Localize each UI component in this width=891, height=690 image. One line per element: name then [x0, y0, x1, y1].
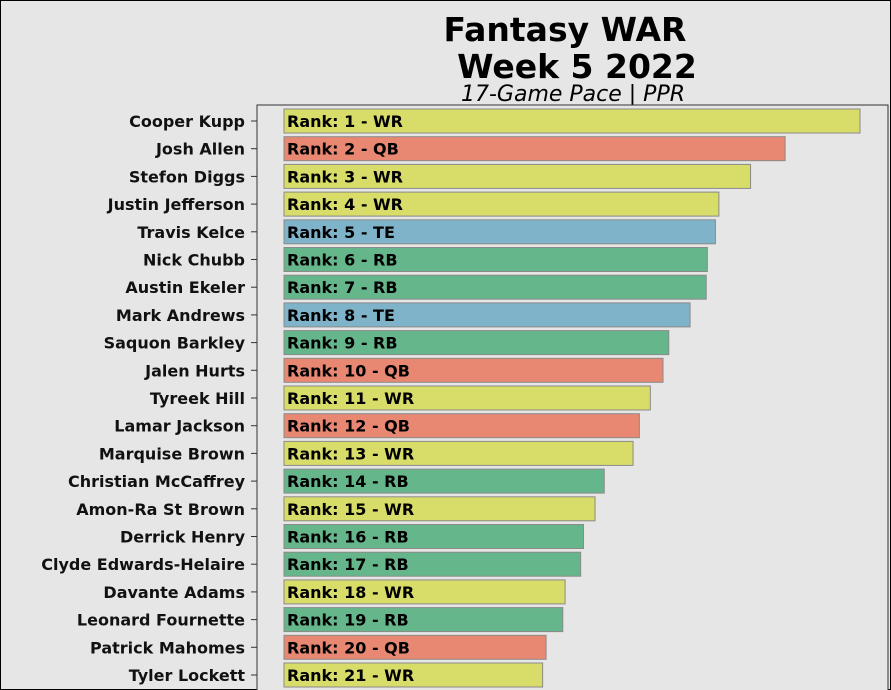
bar-20 — [283, 634, 547, 660]
bar-11 — [283, 385, 651, 411]
bar-15 — [283, 496, 596, 522]
y-tick-label-8: Mark Andrews — [116, 306, 245, 325]
y-tick-label-13: Marquise Brown — [99, 444, 245, 463]
bar-label-2: Rank: 2 - QB — [287, 140, 399, 159]
bar-19 — [283, 607, 564, 633]
y-tick-label-18: Davante Adams — [103, 583, 245, 602]
bar-21 — [283, 662, 544, 688]
y-tick-label-10: Jalen Hurts — [144, 361, 245, 380]
bar-label-6: Rank: 6 - RB — [287, 251, 398, 270]
chart-title-line-1: Fantasy WAR — [444, 10, 687, 49]
bar-14 — [283, 468, 605, 494]
bar-label-10: Rank: 10 - QB — [287, 361, 410, 380]
bar-label-17: Rank: 17 - RB — [287, 555, 409, 574]
bar-label-8: Rank: 8 - TE — [287, 306, 395, 325]
bar-2 — [283, 136, 786, 162]
bar-12 — [283, 413, 640, 439]
bar-label-9: Rank: 9 - RB — [287, 334, 398, 353]
chart-subtitle: 17-Game Pace | PPR — [461, 82, 685, 107]
bar-label-21: Rank: 21 - WR — [287, 666, 414, 685]
y-tick-label-9: Saquon Barkley — [104, 334, 246, 353]
bar-label-1: Rank: 1 - WR — [287, 112, 403, 131]
bar-label-16: Rank: 16 - RB — [287, 528, 409, 547]
y-tick-label-4: Justin Jefferson — [107, 195, 245, 214]
y-tick-label-17: Clyde Edwards-Helaire — [41, 555, 245, 574]
bar-label-12: Rank: 12 - QB — [287, 417, 410, 436]
y-tick-label-12: Lamar Jackson — [114, 417, 245, 436]
y-tick-label-20: Patrick Mahomes — [90, 638, 245, 657]
y-tick-label-6: Nick Chubb — [143, 251, 245, 270]
bars-group: Rank: 1 - WR Rank: 2 - QB Rank: 3 - WR Rank… — [283, 108, 861, 688]
bar-18 — [283, 579, 566, 605]
y-tick-label-3: Stefon Diggs — [129, 167, 245, 186]
bar-17 — [283, 551, 582, 577]
bar-label-18: Rank: 18 - WR — [287, 583, 414, 602]
y-tick-label-7: Austin Ekeler — [125, 278, 245, 297]
bar-label-20: Rank: 20 - QB — [287, 638, 410, 657]
bar-label-7: Rank: 7 - RB — [287, 278, 398, 297]
bar-16 — [283, 524, 585, 549]
bar-label-14: Rank: 14 - RB — [287, 472, 409, 491]
bar-3 — [283, 163, 752, 189]
bar-4 — [283, 191, 720, 217]
y-tick-label-21: Tyler Lockett — [129, 666, 246, 685]
bar-8 — [283, 302, 691, 328]
bar-label-5: Rank: 5 - TE — [287, 223, 395, 242]
y-tick-label-11: Tyreek Hill — [150, 389, 245, 408]
y-tick-label-2: Josh Allen — [155, 140, 245, 159]
y-tick-label-19: Leonard Fournette — [77, 611, 245, 630]
bar-label-19: Rank: 19 - RB — [287, 611, 409, 630]
bar-label-13: Rank: 13 - WR — [287, 444, 414, 463]
y-tick-label-16: Derrick Henry — [120, 528, 246, 547]
y-tick-label-5: Travis Kelce — [137, 223, 245, 242]
y-tick-label-14: Christian McCaffrey — [68, 472, 246, 491]
bar-label-11: Rank: 11 - WR — [287, 389, 414, 408]
bar-5 — [283, 219, 716, 245]
bar-6 — [283, 247, 708, 272]
bar-label-15: Rank: 15 - WR — [287, 500, 414, 519]
bar-1 — [283, 108, 861, 134]
y-axis-labels: Cooper Kupp Josh Allen Stefon Diggs Justin … — [41, 112, 257, 685]
chart-title-line-2: Week 5 2022 — [457, 47, 697, 86]
bar-9 — [283, 330, 670, 356]
bar-10 — [283, 357, 664, 383]
bar-13 — [283, 440, 634, 466]
y-tick-label-1: Cooper Kupp — [129, 112, 245, 131]
bar-label-3: Rank: 3 - WR — [287, 167, 403, 186]
y-tick-label-15: Amon-Ra St Brown — [76, 500, 245, 519]
bar-7 — [283, 274, 707, 300]
bar-label-4: Rank: 4 - WR — [287, 195, 403, 214]
